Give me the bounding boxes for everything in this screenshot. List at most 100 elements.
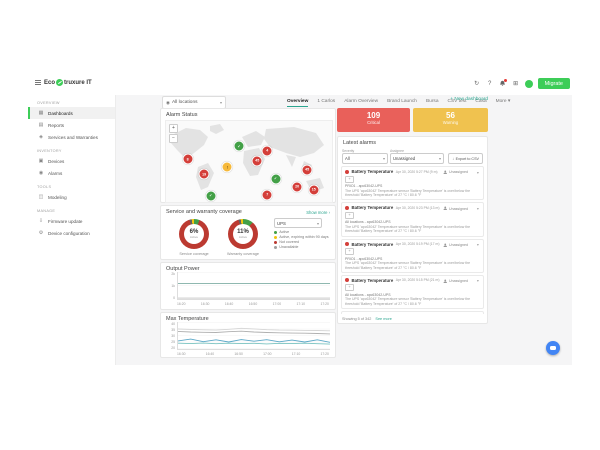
- output-power-chart[interactable]: 2k 1k 0 16:20 16:30 16:40 16:50 17:00 17:10 17:2…: [166, 272, 330, 306]
- refresh-icon[interactable]: ↻: [474, 81, 480, 87]
- alarm-row-header: Battery Temperature Apr 30, 2020 5:23 PM …: [345, 205, 480, 210]
- sidebar-item-label: Reports: [48, 122, 65, 128]
- tab-more-[interactable]: More ▾: [495, 99, 511, 104]
- alarm-assignee[interactable]: Unassigned: [443, 206, 468, 211]
- sidebar-item-devices[interactable]: ▣ Devices: [28, 155, 115, 167]
- map-zoom-in-button[interactable]: +: [169, 124, 178, 133]
- map-marker-critical[interactable]: 19: [198, 168, 210, 180]
- alarm-expand-chevron-icon[interactable]: ▾: [476, 169, 479, 175]
- sidebar-item-alarms[interactable]: ◉ Alarms: [28, 167, 115, 179]
- chevron-down-icon: ▾: [316, 220, 319, 226]
- alarm-assignee[interactable]: Unassigned: [443, 170, 468, 175]
- alarm-expander-icon[interactable]: +: [345, 211, 354, 219]
- export-csv-button[interactable]: ↓ Export to CSV: [448, 153, 483, 164]
- alarm-row[interactable]: Battery Temperature Apr 30, 2020 5:23 PM …: [341, 202, 484, 237]
- chat-fab-button[interactable]: [546, 341, 560, 355]
- user-avatar[interactable]: [524, 79, 533, 88]
- output-power-title: Output Power: [166, 266, 200, 272]
- severity-filter-select[interactable]: All ▾: [342, 153, 388, 164]
- tab-brand-launch[interactable]: Brand Launch: [387, 99, 417, 104]
- alarm-expander-icon[interactable]: +: [345, 175, 354, 183]
- service-coverage-label: Service coverage: [179, 252, 209, 256]
- sidebar-item-firmware-update[interactable]: ⇩ Firmware update: [28, 215, 115, 227]
- alarm-row[interactable]: TemperatureMar 31, 2020 4:09 PM (29 d)Un…: [341, 311, 484, 314]
- see-more-link[interactable]: See more: [375, 316, 392, 321]
- critical-alarms-card[interactable]: 109 Critical: [337, 108, 410, 132]
- sidebar-item-label: Alarms: [48, 170, 63, 176]
- map-marker-ok[interactable]: ✓: [233, 140, 245, 152]
- map-marker-critical[interactable]: 7: [261, 189, 273, 201]
- sidebar-item-reports[interactable]: ▤ Reports: [28, 119, 115, 131]
- map-marker-ok[interactable]: ✓: [205, 190, 217, 202]
- sidebar-item-label: Dashboards: [48, 110, 73, 116]
- person-icon: [443, 206, 447, 211]
- notifications-icon[interactable]: [499, 79, 507, 87]
- legend-item: Unavailable: [274, 245, 329, 250]
- sidebar-item-modeling[interactable]: ◫ Modeling: [28, 191, 115, 203]
- service-coverage-donut[interactable]: 6% Active: [179, 219, 209, 249]
- reports-icon: ▤: [38, 122, 44, 128]
- alarm-title: Battery Temperature: [351, 169, 394, 174]
- latest-alarms-title: Latest alarms: [343, 140, 377, 146]
- help-icon[interactable]: ?: [487, 80, 492, 87]
- alarm-expander-icon[interactable]: +: [345, 284, 354, 292]
- tab-alarm-overview[interactable]: Alarm Overview: [344, 99, 379, 104]
- chevron-down-icon: ▾: [382, 156, 385, 161]
- alarm-expander-icon[interactable]: +: [345, 248, 354, 256]
- map-marker-critical[interactable]: 45: [301, 164, 313, 176]
- alarm-row[interactable]: Battery Temperature Apr 30, 2020 5:19 PM …: [341, 238, 484, 273]
- new-dashboard-button[interactable]: + New dashboard: [450, 97, 488, 102]
- migrate-button[interactable]: Migrate: [537, 78, 570, 89]
- service-coverage-sub: Active: [189, 235, 199, 239]
- top-bar: Eco truxure IT ↻? ⊞ Migrate: [28, 75, 572, 95]
- sidebar-item-device-configuration[interactable]: ⚙ Device configuration: [28, 227, 115, 239]
- assignee-filter-value: Unassigned: [393, 156, 416, 161]
- world-map[interactable]: + − 8 19 ✓! 45 4 ✓ 45 20 15 ✓ 7: [165, 120, 333, 203]
- x-tick-label: 17:00: [263, 351, 272, 356]
- map-marker-warning[interactable]: !: [221, 161, 233, 173]
- tab-bursa[interactable]: Bursa: [425, 99, 439, 104]
- apps-icon[interactable]: ⊞: [513, 81, 519, 87]
- menu-icon[interactable]: [35, 80, 41, 85]
- map-marker-critical[interactable]: 4: [261, 145, 273, 157]
- map-marker-ok[interactable]: ✓: [270, 173, 282, 184]
- assignee-filter-select[interactable]: Unassigned ▾: [390, 153, 444, 164]
- device-type-select[interactable]: UPS ▾: [274, 218, 322, 228]
- tab-casa[interactable]: Casa: [475, 99, 487, 104]
- dashboards-icon: ▦: [38, 110, 44, 116]
- coverage-show-more-link[interactable]: Show more ›: [306, 210, 330, 215]
- tab-1-carlos[interactable]: 1 Carlos: [317, 99, 336, 104]
- coverage-widget: Service and warranty coverage Show more …: [160, 205, 336, 260]
- sidebar-item-dashboards[interactable]: ▦ Dashboards: [28, 107, 115, 119]
- y-tick-label: 20: [171, 346, 175, 350]
- alarm-expand-chevron-icon[interactable]: ▾: [476, 242, 479, 248]
- alarm-assignee[interactable]: Unassigned: [443, 279, 468, 284]
- map-zoom-out-button[interactable]: −: [169, 134, 178, 143]
- x-axis-ticks: 16:20 16:30 16:40 16:50 17:00 17:10 17:20: [177, 302, 329, 306]
- map-marker-critical[interactable]: 8: [182, 153, 194, 165]
- alarm-assignee[interactable]: Unassigned: [443, 243, 468, 248]
- device-type-value: UPS: [277, 220, 286, 226]
- warranty-coverage-sub: Active: [238, 235, 248, 239]
- warning-alarms-card[interactable]: 56 Warning: [413, 108, 488, 132]
- map-marker-critical[interactable]: 15: [308, 184, 320, 196]
- warranty-coverage-donut[interactable]: 11% Active: [228, 219, 258, 249]
- map-zoom-controls: + −: [169, 124, 178, 143]
- x-tick-label: 17:20: [320, 301, 329, 306]
- map-marker-critical[interactable]: 45: [251, 155, 263, 167]
- x-tick-label: 16:20: [177, 301, 186, 306]
- location-filter-value: All locations: [171, 100, 198, 105]
- alarm-timestamp: Apr 30, 2020 5:19 PM (17 m): [395, 242, 440, 247]
- alarm-row[interactable]: Battery Temperature Apr 30, 2020 5:15 PM …: [341, 274, 484, 310]
- brand-icon: [56, 79, 64, 86]
- map-marker-critical[interactable]: 20: [291, 181, 303, 193]
- max-temperature-title: Max Temperature: [166, 316, 209, 322]
- sidebar-item-services-warranties[interactable]: ◈ Services and Warranties: [28, 131, 115, 143]
- tab-overview[interactable]: Overview: [287, 99, 309, 107]
- tab-csv-test[interactable]: CSV test: [447, 99, 467, 104]
- alarm-expand-chevron-icon[interactable]: ▾: [476, 278, 479, 284]
- max-temperature-chart[interactable]: 40 35 30 25 20 16:30 16:40 16:50 17:00 17:10 17:2…: [166, 322, 330, 356]
- alarm-expand-chevron-icon[interactable]: ▾: [476, 205, 479, 211]
- alarm-row[interactable]: Battery Temperature Apr 30, 2020 5:27 PM …: [341, 166, 484, 201]
